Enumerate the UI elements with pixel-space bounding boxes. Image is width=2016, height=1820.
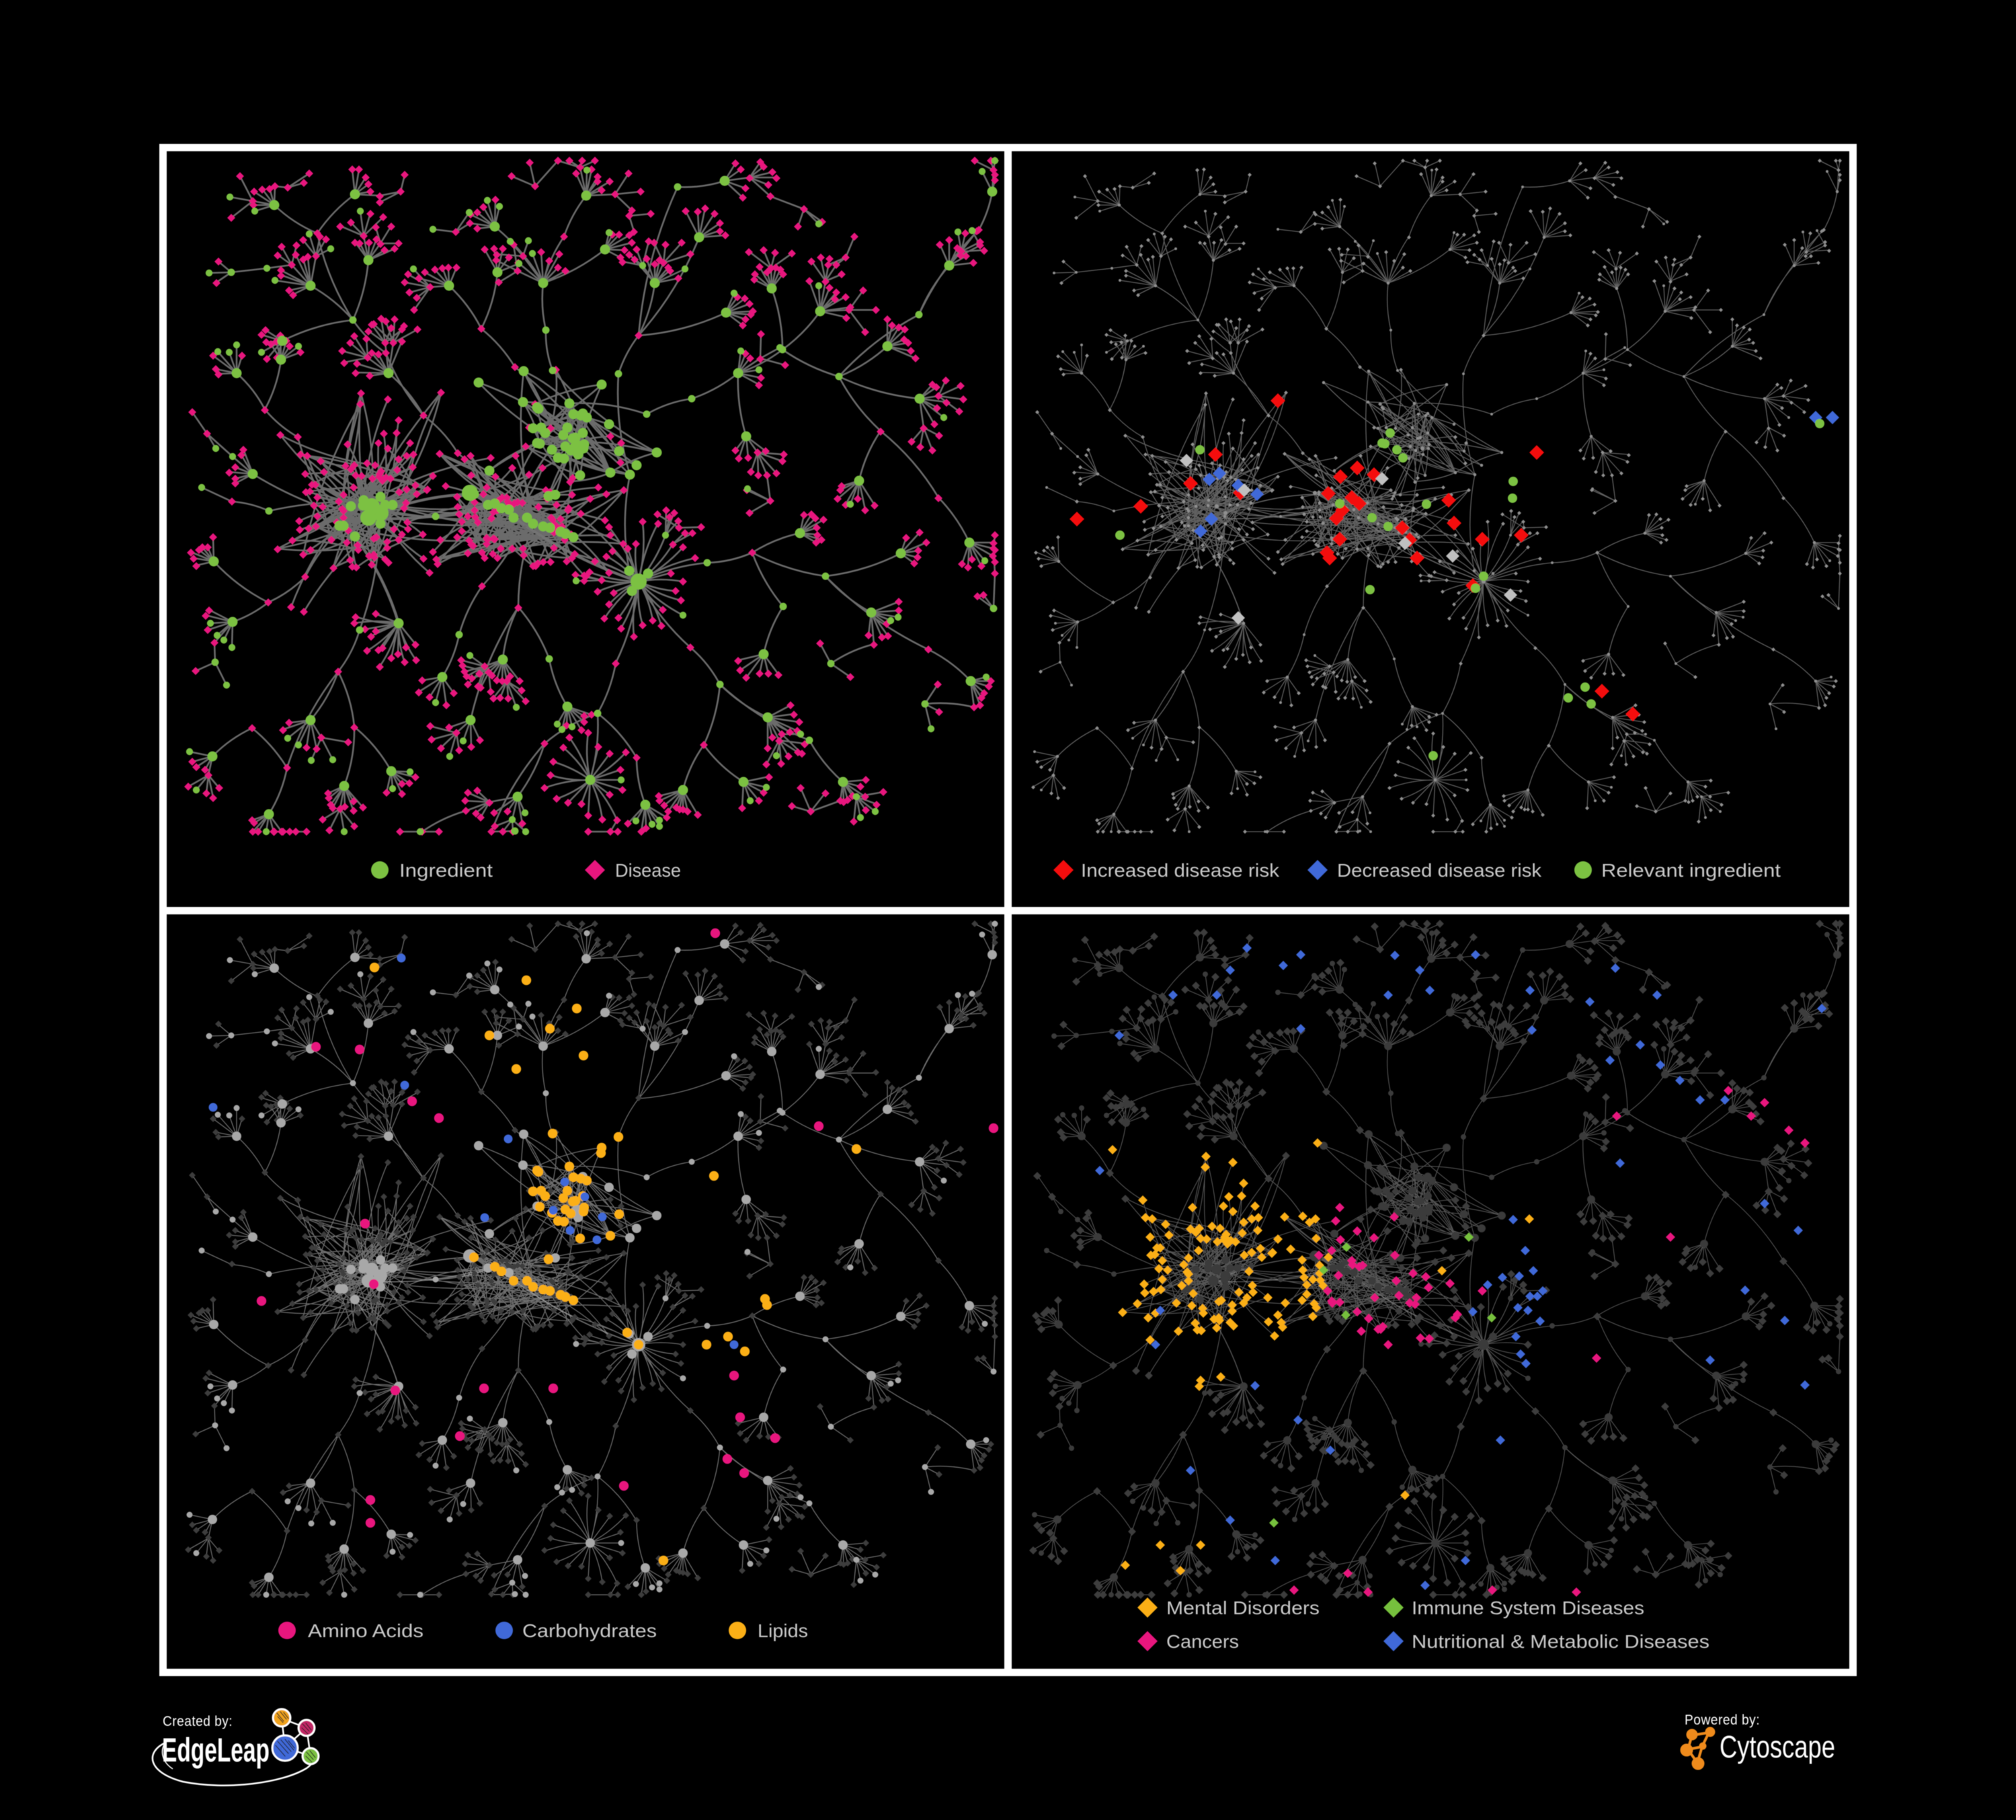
svg-text:Carbohydrates: Carbohydrates: [522, 1620, 657, 1641]
svg-text:Cancers: Cancers: [1166, 1631, 1239, 1652]
svg-text:Mental Disorders: Mental Disorders: [1166, 1597, 1320, 1618]
svg-text:Nutritional & Metabolic Diseas: Nutritional & Metabolic Diseases: [1412, 1631, 1709, 1652]
svg-text:Created by:: Created by:: [163, 1714, 233, 1729]
svg-text:Relevant ingredient: Relevant ingredient: [1601, 860, 1781, 881]
svg-text:Decreased disease risk: Decreased disease risk: [1337, 860, 1542, 881]
svg-text:EdgeLeap: EdgeLeap: [162, 1731, 270, 1769]
svg-text:Immune System Diseases: Immune System Diseases: [1412, 1597, 1644, 1618]
svg-text:Disease: Disease: [615, 860, 681, 881]
svg-text:Lipids: Lipids: [758, 1620, 808, 1641]
svg-text:Increased disease risk: Increased disease risk: [1081, 860, 1280, 881]
svg-text:Powered by:: Powered by:: [1685, 1712, 1760, 1728]
svg-text:Amino Acids: Amino Acids: [308, 1620, 424, 1641]
svg-text:Cytoscape: Cytoscape: [1720, 1729, 1835, 1764]
svg-text:Ingredient: Ingredient: [399, 860, 493, 881]
